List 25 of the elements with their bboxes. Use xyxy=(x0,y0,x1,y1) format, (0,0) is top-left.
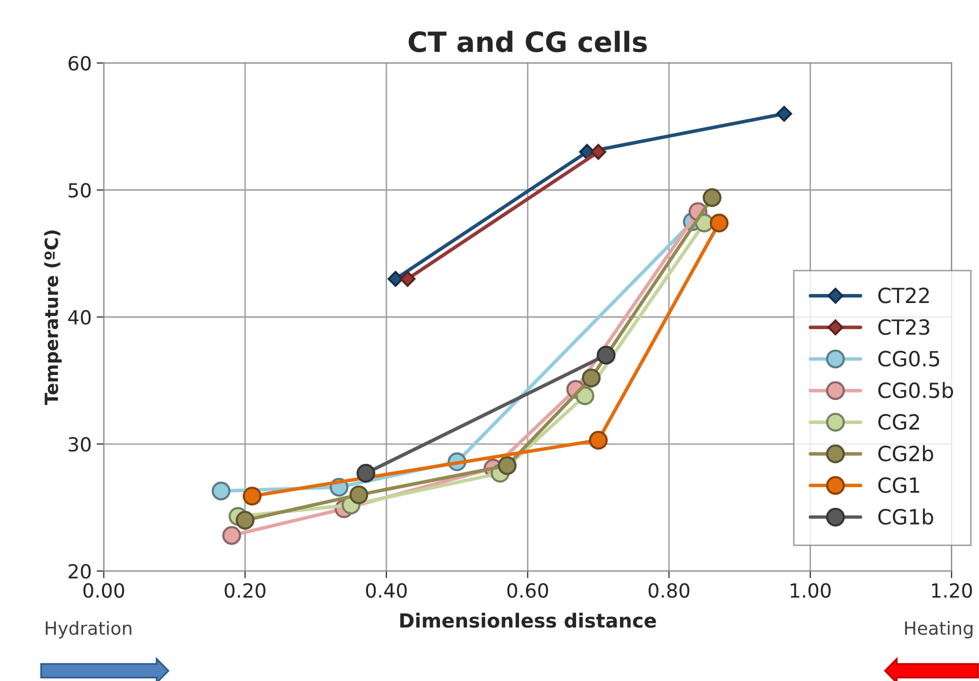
x-tick-label: 0.60 xyxy=(507,583,548,598)
y-tick-label: 40 xyxy=(68,310,91,325)
x-tick-label: 0.40 xyxy=(366,583,407,598)
legend-label: CG1b xyxy=(878,508,934,525)
text: Heating xyxy=(905,620,972,638)
y-tick-label: 50 xyxy=(68,182,91,198)
x-tick-label: 0.20 xyxy=(224,583,266,598)
legend-label: CG2b xyxy=(878,445,934,462)
y-tick-label: 20 xyxy=(68,564,91,579)
chart-title: CT and CG cells xyxy=(408,30,647,52)
x-tick-label: 0.00 xyxy=(83,583,124,598)
text: Hydration xyxy=(46,620,132,638)
x-tick-label: 1.20 xyxy=(932,583,972,598)
legend-label: CT22 xyxy=(878,288,929,304)
y-tick-label: 60 xyxy=(68,56,91,71)
y-tick-label: 30 xyxy=(68,436,91,452)
x-axis-title: Dimensionless distance xyxy=(400,612,656,628)
legend-label: CG0.5b xyxy=(878,382,954,398)
x-tick-label: 0.80 xyxy=(648,583,690,598)
legend-label: CG2 xyxy=(878,414,919,430)
x-tick-label: 1.00 xyxy=(790,583,831,598)
y-axis-title: Temperature (ºC) xyxy=(44,230,62,405)
legend-label: CT23 xyxy=(878,319,930,335)
legend-label: CG0.5 xyxy=(878,350,940,367)
legend-label: CG1 xyxy=(878,477,920,494)
